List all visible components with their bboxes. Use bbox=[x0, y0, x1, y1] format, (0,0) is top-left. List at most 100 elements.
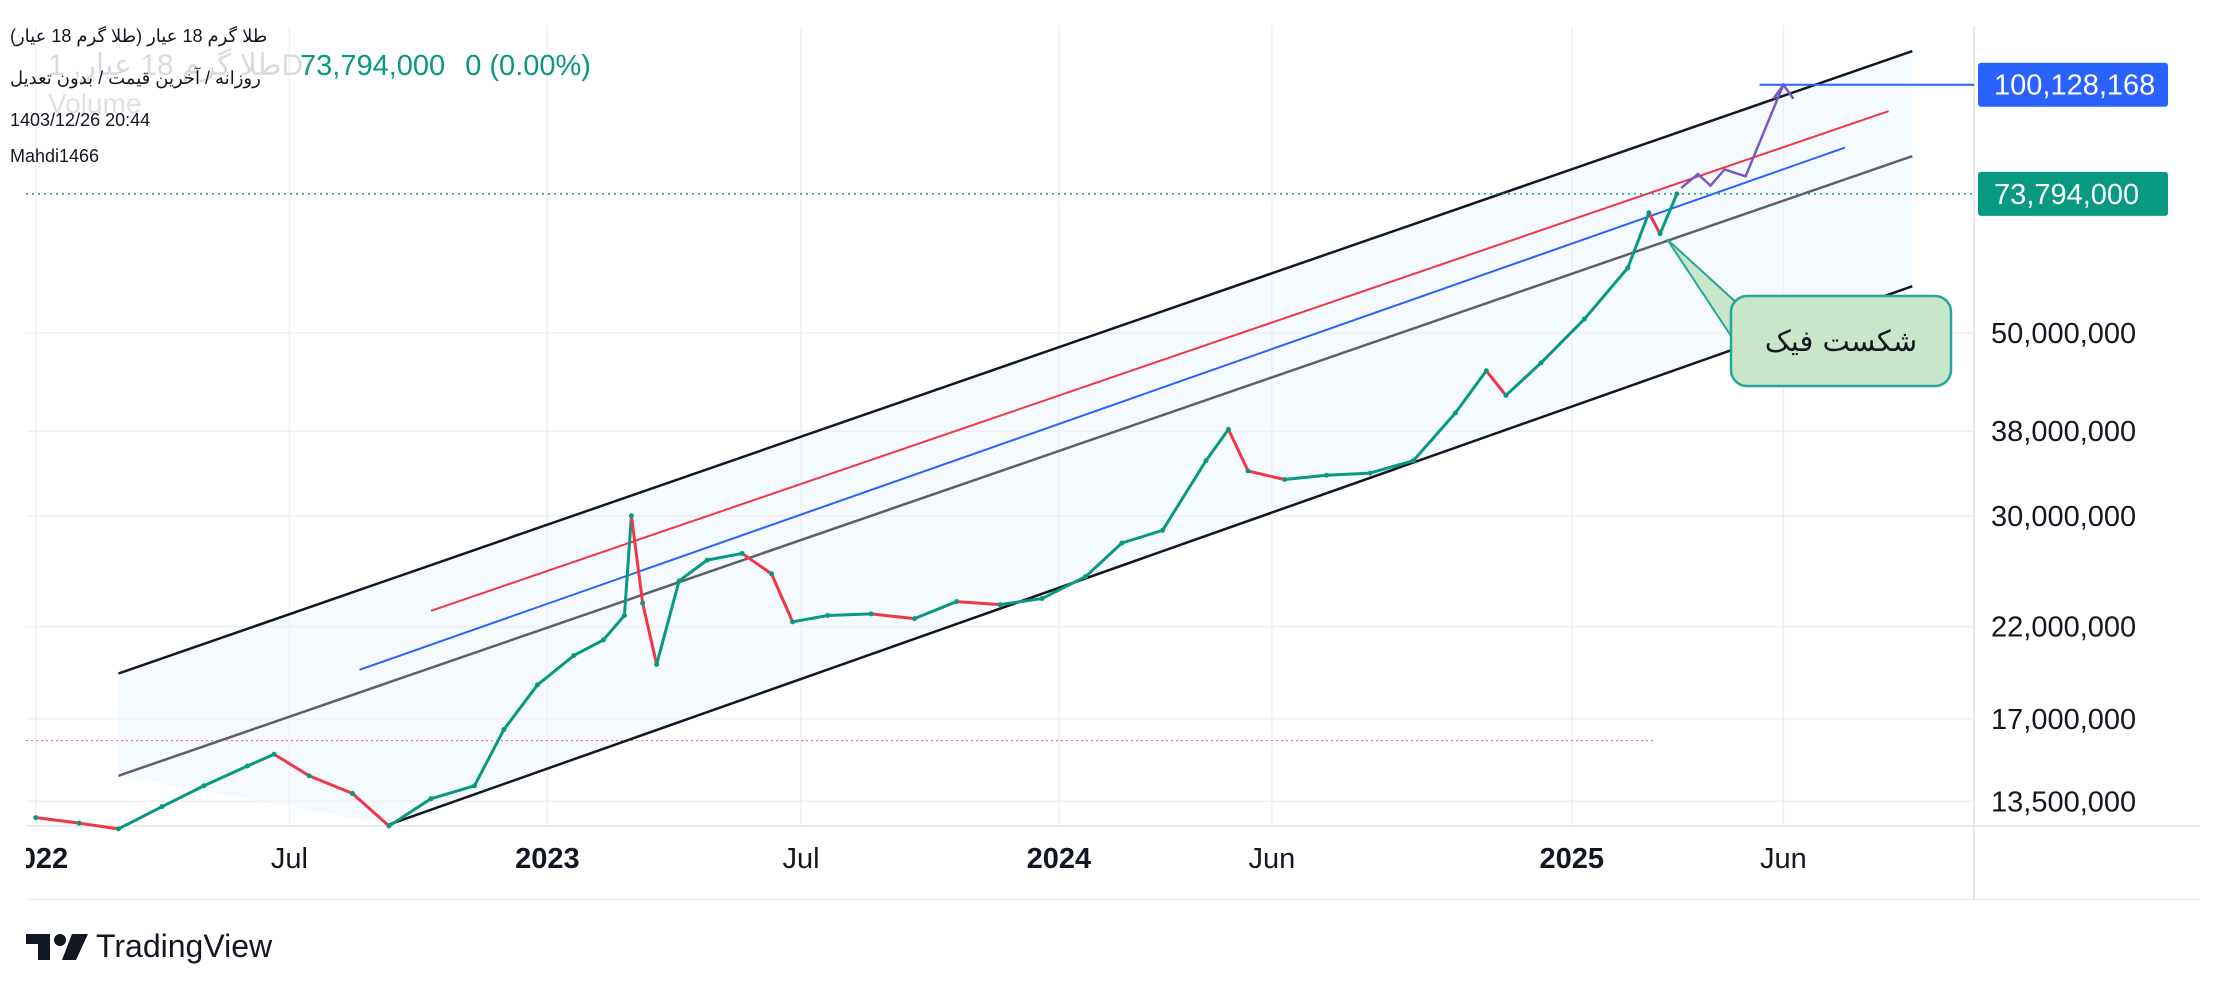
timestamp: 1403/12/26 20:44 bbox=[10, 110, 151, 130]
price-segment bbox=[1369, 459, 1414, 475]
price-segment bbox=[827, 612, 872, 617]
current-price-badge bbox=[1978, 171, 2168, 216]
channel-fill bbox=[118, 51, 1913, 825]
chart-area[interactable]: 13,500,000 17,000,000 22,000,000 30,000,000… bbox=[26, 26, 2200, 900]
x-tick-label: Jun bbox=[1248, 843, 1295, 875]
price-point bbox=[1410, 458, 1416, 464]
price-segment bbox=[161, 784, 205, 809]
channel-upper-line bbox=[118, 49, 1913, 675]
price-point bbox=[676, 578, 682, 584]
price-segment bbox=[536, 654, 575, 686]
price-segment bbox=[1583, 266, 1629, 321]
price-point bbox=[535, 682, 541, 688]
price-point bbox=[600, 637, 606, 643]
callout-box bbox=[1729, 294, 1953, 388]
target-price-label: 100,128,168 bbox=[1994, 70, 2155, 102]
price-point bbox=[1503, 392, 1509, 398]
ghost-symbol-watermark: طلا گرم 18 عیار, 1D bbox=[48, 49, 304, 82]
price-point bbox=[1039, 596, 1045, 602]
price-point bbox=[1160, 527, 1166, 533]
price-point bbox=[1281, 477, 1287, 483]
y-tick-label: 38,000,000 bbox=[1991, 416, 2136, 448]
callout-joint-cover bbox=[1733, 316, 1753, 351]
price-point bbox=[1119, 540, 1125, 546]
tradingview-logo[interactable]: TradingView bbox=[26, 928, 272, 965]
symbol-name: طلا گرم 18 عیار (طلا گرم 18 عیار) bbox=[10, 26, 268, 46]
price-change: 0 (0.00%) bbox=[465, 50, 591, 82]
price-point bbox=[350, 790, 356, 796]
price-segment bbox=[870, 612, 915, 621]
price-point bbox=[954, 599, 960, 605]
price-point bbox=[769, 571, 775, 577]
price-segment bbox=[1504, 361, 1542, 397]
current-price-label: 73,794,000 bbox=[1994, 179, 2139, 211]
price-point bbox=[1538, 360, 1544, 366]
target-price-badge bbox=[1978, 62, 2168, 107]
price-point bbox=[306, 773, 312, 779]
price-segment bbox=[770, 573, 794, 623]
price-segment bbox=[308, 774, 354, 795]
price-segment bbox=[79, 821, 119, 831]
price-segment bbox=[273, 752, 310, 778]
price-segment bbox=[655, 580, 681, 665]
price-segment bbox=[1454, 369, 1488, 414]
price-point bbox=[471, 783, 477, 789]
y-tick-label: 30,000,000 bbox=[1991, 501, 2136, 533]
y-tick-label: 17,000,000 bbox=[1991, 704, 2136, 736]
price-segment bbox=[1485, 369, 1508, 397]
price-segment bbox=[1658, 193, 1679, 235]
price-point bbox=[704, 557, 710, 563]
price-segment bbox=[573, 638, 605, 657]
price-segment bbox=[502, 683, 539, 731]
price-point bbox=[739, 550, 745, 556]
price-point bbox=[1203, 458, 1209, 464]
price-point bbox=[159, 804, 165, 810]
channel-mid-line bbox=[118, 154, 1913, 777]
x-tick-label: Jul bbox=[271, 843, 308, 875]
price-point bbox=[654, 661, 660, 667]
x-tick-label: 2024 bbox=[1027, 843, 1092, 875]
price-point bbox=[571, 652, 577, 658]
price-segment bbox=[1121, 528, 1164, 545]
price-segment bbox=[741, 552, 773, 576]
price-point bbox=[501, 727, 507, 733]
blue-trend-line bbox=[359, 146, 1846, 671]
tradingview-logo-icon bbox=[26, 933, 88, 960]
y-tick-label: 22,000,000 bbox=[1991, 612, 2136, 644]
price-segment bbox=[1412, 411, 1457, 462]
price-row: 73,794,000 0 (0.00%) bbox=[300, 50, 591, 83]
price-segment bbox=[1204, 428, 1230, 462]
price-segment bbox=[351, 792, 390, 828]
price-point bbox=[33, 815, 39, 821]
price-point bbox=[271, 751, 277, 757]
projection-path bbox=[1680, 84, 1785, 190]
x-tick-label: 2025 bbox=[1540, 843, 1605, 875]
price-point bbox=[628, 513, 634, 519]
price-segment bbox=[117, 805, 163, 831]
price-segment bbox=[641, 602, 659, 665]
price-point bbox=[1452, 410, 1458, 416]
price-segment bbox=[999, 597, 1043, 607]
price-point bbox=[1245, 468, 1251, 474]
price-point bbox=[1082, 574, 1088, 580]
price-point bbox=[1657, 231, 1663, 237]
price-point bbox=[201, 783, 207, 789]
x-tick-label: 2022 bbox=[26, 843, 68, 875]
price-segment bbox=[678, 558, 708, 583]
price-point bbox=[1483, 368, 1489, 374]
price-point bbox=[997, 602, 1003, 608]
price-segment bbox=[629, 515, 645, 604]
x-tick-label: Jun bbox=[1760, 843, 1807, 875]
price-segment bbox=[913, 600, 958, 621]
author-name: Mahdi1466 bbox=[10, 146, 100, 166]
price-segment bbox=[1284, 473, 1327, 482]
price-segment bbox=[430, 784, 475, 801]
price-point bbox=[115, 826, 121, 832]
price-segment bbox=[388, 797, 432, 828]
price-segment bbox=[622, 515, 633, 616]
price-point bbox=[1324, 472, 1330, 478]
price-segment bbox=[706, 551, 743, 562]
price-chart[interactable]: 13,500,000 17,000,000 22,000,000 30,000,000… bbox=[26, 26, 2200, 900]
channel-lower-line bbox=[388, 285, 1913, 826]
price-segment bbox=[1626, 212, 1651, 269]
